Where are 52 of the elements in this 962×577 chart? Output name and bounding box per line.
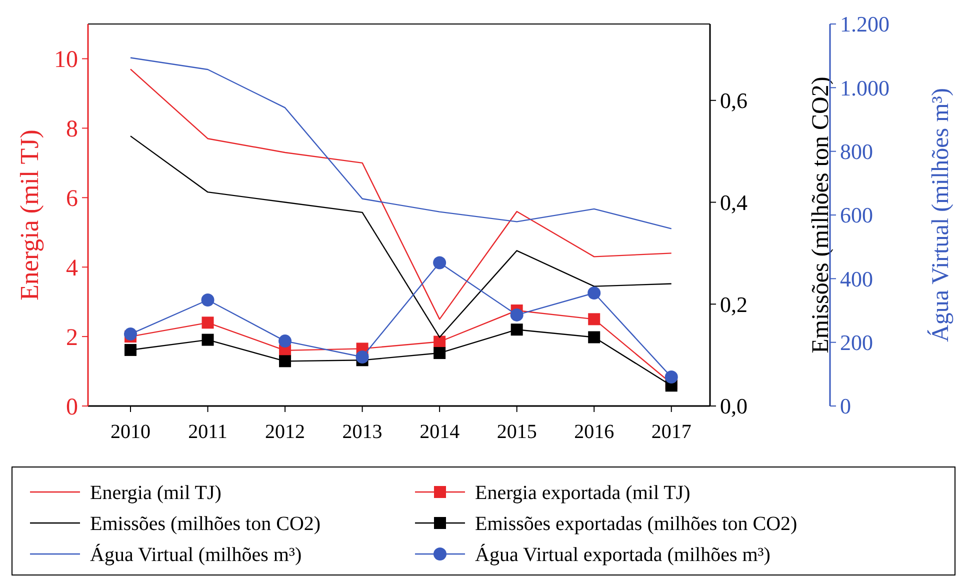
legend-label: Energia (mil TJ): [90, 482, 222, 504]
x-tick-label: 2012: [265, 421, 306, 443]
y3-tick-label: 400: [840, 266, 873, 292]
legend-label: Água Virtual (milhões m³): [90, 543, 302, 566]
x-tick-label: 2016: [574, 421, 614, 443]
y3-tick-label: 800: [840, 139, 873, 164]
y2-tick-label: 0,2: [720, 292, 748, 317]
point: [124, 344, 136, 356]
point: [433, 256, 446, 270]
point: [588, 286, 601, 300]
y2-tick-label: 0,6: [720, 88, 748, 114]
point: [664, 370, 678, 384]
point: [202, 316, 214, 329]
y-tick-label: 2: [66, 324, 78, 351]
x-tick-label: 2011: [188, 421, 228, 443]
y3-tick-label: 1.000: [840, 75, 890, 100]
y3-tick-label: 600: [840, 202, 873, 228]
point: [588, 331, 600, 344]
point: [588, 313, 600, 326]
point: [278, 334, 292, 348]
x-tick-label: 2015: [496, 421, 537, 443]
point: [279, 355, 292, 368]
legend-label: Energia exportada (mil TJ): [475, 482, 690, 504]
y3-tick-label: 0: [840, 394, 851, 419]
point: [201, 293, 214, 306]
y-axis-title: Energia (mil TJ): [15, 130, 44, 300]
point: [202, 334, 214, 346]
line-series: [130, 68, 672, 320]
y-tick-label: 4: [66, 255, 78, 282]
y-tick-label: 8: [66, 116, 78, 143]
point: [510, 324, 523, 336]
point: [434, 347, 446, 360]
y3-tick-label: 200: [840, 330, 873, 356]
y2-axis-title: Emissões (milhões ton CO2): [808, 76, 834, 354]
y2-tick-label: 0,0: [720, 394, 748, 419]
point: [124, 328, 137, 341]
line-series: [130, 57, 672, 230]
point: [510, 308, 524, 322]
x-tick-label: 2013: [342, 421, 382, 443]
y3-axis-title: Água Virtual (milhões m³): [927, 88, 954, 342]
point: [356, 350, 369, 364]
legend-label: Emissões (milhões ton CO2): [90, 513, 321, 535]
x-tick-label: 2010: [110, 421, 150, 443]
y2-tick-label: 0,4: [720, 190, 748, 215]
y-tick-label: 0: [66, 394, 78, 420]
legend-label: Água Virtual exportada (milhões m³): [475, 543, 770, 566]
x-tick-label: 2014: [420, 421, 460, 443]
y-tick-label: 10: [54, 47, 78, 74]
y-tick-label: 6: [66, 186, 78, 212]
x-tick-label: 2017: [651, 421, 692, 443]
y3-tick-label: 1.200: [840, 12, 890, 37]
legend-label: Emissões exportadas (milhões ton CO2): [475, 513, 798, 535]
